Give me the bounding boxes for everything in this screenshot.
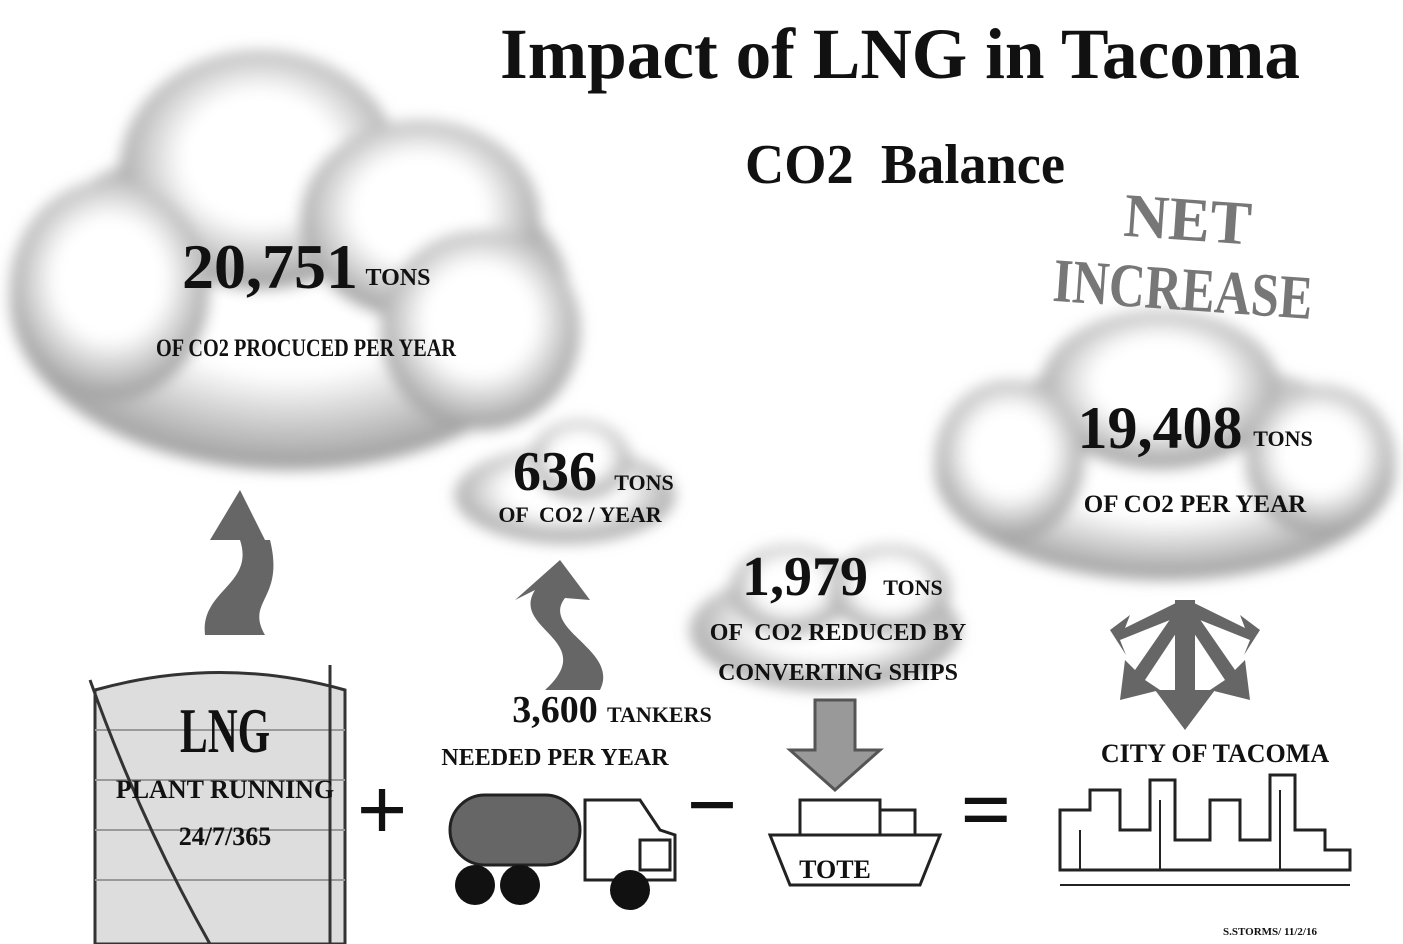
caption: OF CO2 REDUCED BY [710,620,966,646]
tankers-amount: 3,600 [512,689,598,731]
net-word: INCREASE [1051,247,1315,333]
unit: TONS [366,265,431,291]
amount: 636 [513,441,597,503]
operator: − [686,756,737,855]
truck: 3,600 TANKERS NEEDED PER YEAR [441,689,711,910]
unit: TONS [1253,426,1313,451]
caption: CONVERTING SHIPS [718,660,958,686]
title: Impact of LNG in Tacoma [500,14,1300,94]
city: CITY OF TACOMA [1060,739,1350,885]
operator: = [960,761,1011,860]
ship-label: TOTE [799,855,871,884]
amount: 19,408 [1078,395,1243,461]
caption: OF CO2 PROCUCED PER YEAR [156,335,457,362]
tank-line: PLANT RUNNING [116,775,334,804]
credit: S.STORMS/ 11/2/16 [1223,926,1317,938]
tank-line: 24/7/365 [179,822,271,851]
amount: 20,751 [182,231,358,302]
operator: + [356,761,407,860]
unit: TONS [614,470,674,495]
tankers-unit: TANKERS [607,702,712,727]
amount: 1,979 [742,546,868,608]
tank-label: LNG [180,695,270,766]
tankers-caption: NEEDED PER YEAR [441,745,669,771]
unit: TONS [883,575,943,600]
city-label: CITY OF TACOMA [1101,739,1329,768]
net-word: NET [1122,182,1254,259]
clouds [10,50,1395,690]
ship: TOTE [770,800,940,885]
subtitle: CO2 Balance [745,134,1065,196]
caption: OF CO2 / YEAR [498,502,662,527]
infographic: Impact of LNG in Tacoma CO2 Balance NET … [0,0,1403,944]
lng-tank: LNG PLANT RUNNING 24/7/365 [90,665,345,944]
net-label: NET INCREASE [1051,177,1320,333]
caption: OF CO2 PER YEAR [1084,491,1307,518]
